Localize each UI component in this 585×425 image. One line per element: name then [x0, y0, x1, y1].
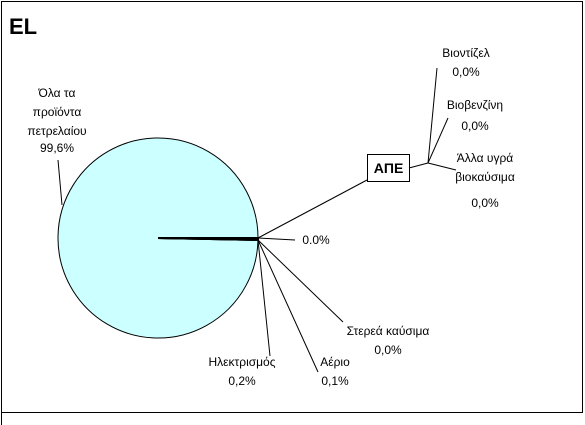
- leader-line: [57, 159, 63, 206]
- breakdown-value-label: 0,0%: [452, 65, 480, 79]
- value-label: 0,1%: [321, 374, 349, 388]
- breakdown-value-label: 0,0%: [471, 196, 499, 210]
- leader-line: [257, 239, 319, 373]
- slice-label: Όλα τα προϊόντα πετρελαίου: [27, 86, 87, 138]
- leader-line: [257, 237, 296, 241]
- leader-line: [257, 239, 344, 323]
- value-label: 0,0%: [374, 343, 402, 357]
- leader-line: [257, 239, 271, 357]
- breakdown-connector: [408, 162, 429, 169]
- slice-label: Αέριο: [320, 355, 350, 369]
- breakdown-leader: [427, 117, 449, 164]
- value-label: 0,2%: [228, 374, 256, 388]
- category-box: ΑΠΕ: [367, 154, 410, 182]
- slice-label: Ηλεκτρισμός: [208, 355, 276, 369]
- breakdown-label: Άλλα υγρά βιοκαύσιμα: [455, 151, 515, 184]
- breakdown-label: Βιοντίζελ: [442, 46, 490, 60]
- leader-line: [257, 179, 368, 239]
- chart-title: EL: [9, 14, 38, 39]
- pie-slice: [157, 237, 259, 241]
- frame: [1, 1, 583, 413]
- slice-label: Στερεά καύσιμα: [346, 324, 430, 338]
- breakdown-leader: [427, 67, 438, 164]
- breakdown-leader: [427, 162, 457, 171]
- breakdown-label: Βιοβενζίνη: [446, 98, 504, 112]
- value-label: 99,6%: [39, 141, 75, 155]
- breakdown-value-label: 0,0%: [461, 119, 489, 133]
- value-label: 0.0%: [302, 233, 330, 247]
